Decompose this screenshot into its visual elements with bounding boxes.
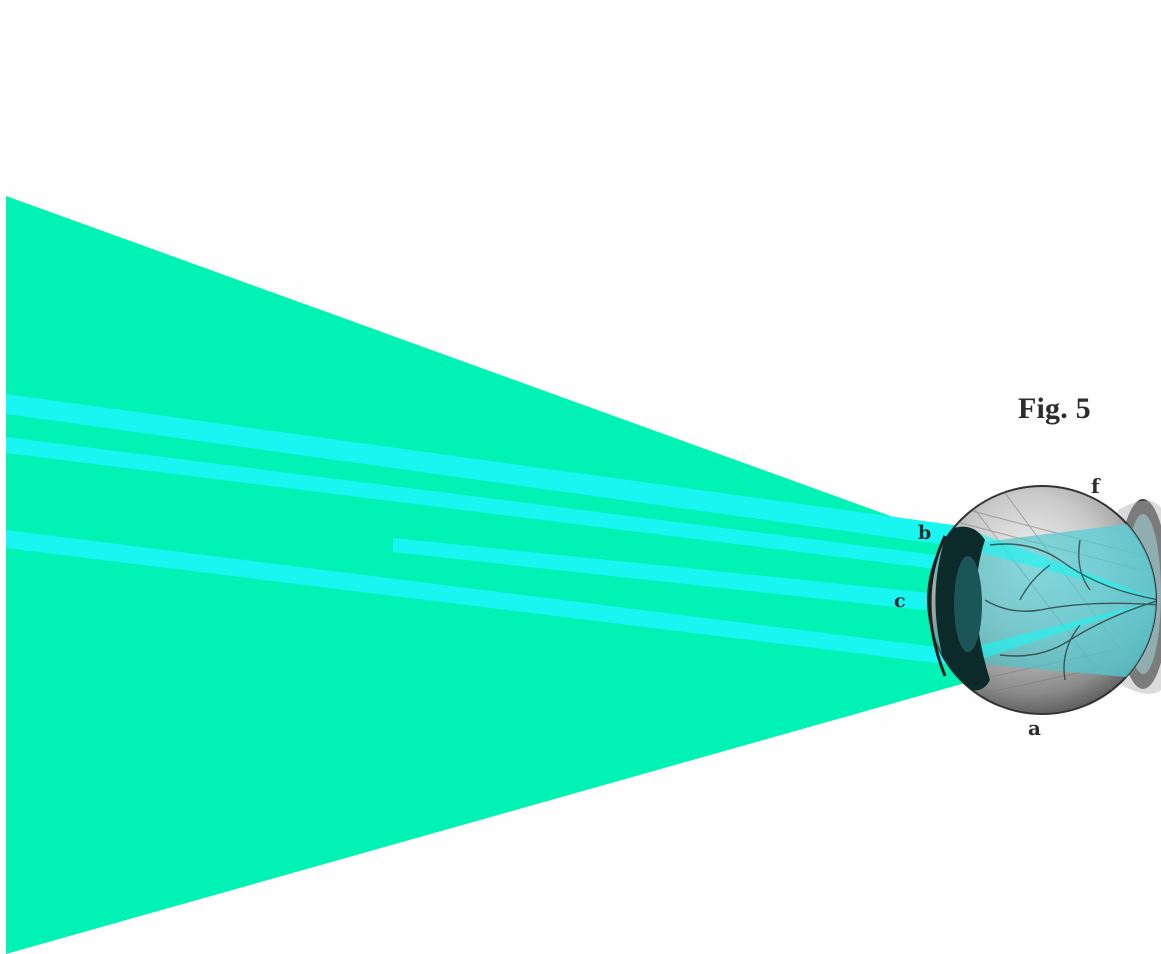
light-ray-lower [6, 530, 960, 666]
light-ray-middle [6, 437, 960, 572]
figure-title: Fig. 5 [1018, 392, 1091, 425]
light-cone [6, 196, 965, 954]
light-ray-upper [6, 394, 960, 547]
label-a: a [1028, 716, 1041, 740]
label-f: f [1091, 474, 1100, 498]
label-c: c [894, 590, 906, 612]
eyeball [927, 485, 1157, 715]
light-ray-inner [393, 538, 960, 614]
label-b: b [918, 522, 932, 544]
